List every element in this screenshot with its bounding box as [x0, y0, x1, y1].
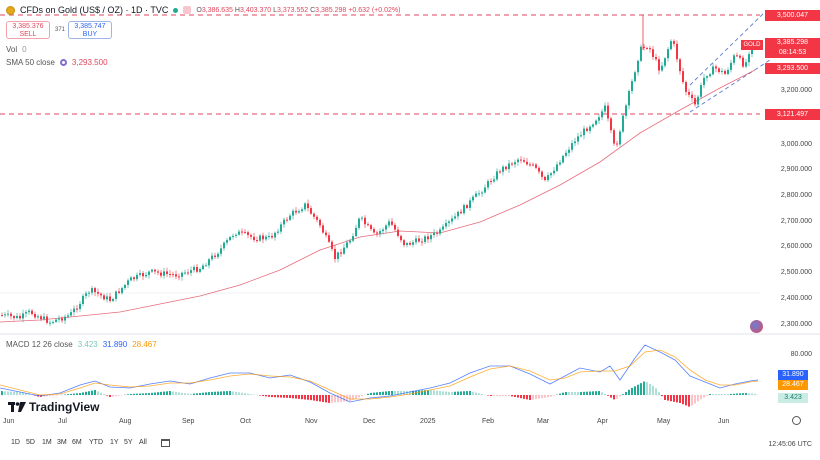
utc-clock[interactable]: 12:45:06 UTC [768, 441, 812, 448]
sell-label: SELL [19, 31, 37, 38]
range-1d-button[interactable]: 1D [11, 439, 20, 446]
macd-scale-label: 80.000 [790, 351, 812, 358]
market-open-icon [173, 7, 179, 13]
tradingview-logo[interactable]: TradingView [8, 400, 99, 414]
time-label: Jul [58, 418, 67, 425]
time-label: Feb [482, 418, 495, 425]
currency-flag-icon[interactable] [750, 320, 763, 333]
hist-value-tag: 3.423 [778, 393, 808, 403]
range-3m-button[interactable]: 3M [57, 439, 67, 446]
signal-value-tag: 28.467 [778, 380, 808, 390]
time-label: Dec [363, 418, 376, 425]
channel-lower-line[interactable] [689, 59, 771, 113]
price-label: 2,700.000 [780, 218, 812, 225]
time-label: Oct [240, 418, 251, 425]
price-label: 2,500.000 [780, 269, 812, 276]
sma-50-line [0, 69, 756, 323]
macd-legend[interactable]: MACD 12 26 close 3.423 31.890 28.467 [6, 340, 157, 349]
sma-label: SMA 50 close [6, 58, 55, 67]
macd-signal-line [0, 349, 759, 400]
last-price-tag: 3,385.298 08:14:53 [765, 38, 820, 58]
last-price: 3,385.298 [776, 39, 809, 46]
volume-legend[interactable]: Vol 0 [6, 45, 27, 54]
range-1m-button[interactable]: 1M [42, 439, 52, 446]
time-label: Sep [182, 418, 195, 425]
vol-label: Vol [6, 45, 18, 54]
range-6m-button[interactable]: 6M [72, 439, 82, 446]
price-label: 2,800.000 [780, 192, 812, 199]
ohlc-values: O3,386.635 H3,403.370 L3,373.552 C3,385.… [196, 6, 401, 14]
time-label: Apr [597, 418, 608, 425]
symbol-title[interactable]: CFDs on Gold (US$ / OZ) · 1D · TVC [20, 5, 169, 15]
time-label: Aug [119, 418, 132, 425]
settings-icon[interactable] [59, 59, 67, 66]
time-label: Nov [305, 418, 318, 425]
price-label: 2,400.000 [780, 295, 812, 302]
macd-line [0, 344, 759, 403]
buy-button[interactable]: 3,385.747 BUY [68, 21, 112, 39]
support-price-tag: 3,121.497 [765, 109, 820, 120]
range-5y-button[interactable]: 5Y [124, 439, 133, 446]
range-5d-button[interactable]: 5D [26, 439, 35, 446]
sma-price-tag: 3,293.500 [765, 63, 820, 74]
range-ytd-button[interactable]: YTD [89, 439, 103, 446]
time-label: Mar [537, 418, 550, 425]
time-label: 2025 [420, 418, 436, 425]
bar-countdown: 08:14:53 [778, 49, 807, 56]
gold-symbol-icon [6, 5, 15, 15]
price-label: 2,600.000 [780, 243, 812, 250]
sma-legend[interactable]: SMA 50 close 3,293.500 [6, 58, 108, 67]
resistance-price-tag: 3,500.047 [765, 10, 820, 21]
time-label: May [657, 418, 671, 425]
sell-price: 3,385.376 [12, 23, 44, 30]
spread-value: 371 [55, 27, 66, 33]
macd-hist-value: 3.423 [77, 340, 98, 349]
settings-gear-icon[interactable] [792, 416, 801, 425]
sma-value: 3,293.500 [71, 58, 108, 67]
flag-icon[interactable] [183, 6, 192, 14]
range-1y-button[interactable]: 1Y [110, 439, 119, 446]
symbol-legend[interactable]: CFDs on Gold (US$ / OZ) · 1D · TVC O3,38… [6, 5, 400, 15]
candlestick-series [1, 15, 756, 327]
vol-value: 0 [22, 45, 27, 54]
symbol-tag: GOLD [741, 40, 763, 50]
price-label: 2,300.000 [780, 321, 812, 328]
price-label: 3,000.000 [780, 141, 812, 148]
price-label: 2,900.000 [780, 166, 812, 173]
macd-value: 31.890 [102, 340, 128, 349]
sell-button[interactable]: 3,385.376 SELL [6, 21, 50, 39]
macd-value-tag: 31.890 [778, 370, 808, 380]
time-label: Jun [3, 418, 15, 425]
price-label: 3,200.000 [780, 87, 812, 94]
macd-label: MACD 12 26 close [6, 340, 73, 349]
range-all-button[interactable]: All [139, 439, 147, 446]
macd-signal-value: 28.467 [132, 340, 157, 349]
time-label: Jun [718, 418, 730, 425]
brand-name: TradingView [29, 400, 100, 414]
buy-label: BUY [82, 31, 98, 38]
tradingview-icon [8, 402, 26, 412]
calendar-icon[interactable] [161, 439, 170, 447]
buy-price: 3,385.747 [74, 23, 106, 30]
channel-upper-line[interactable] [689, 11, 766, 86]
